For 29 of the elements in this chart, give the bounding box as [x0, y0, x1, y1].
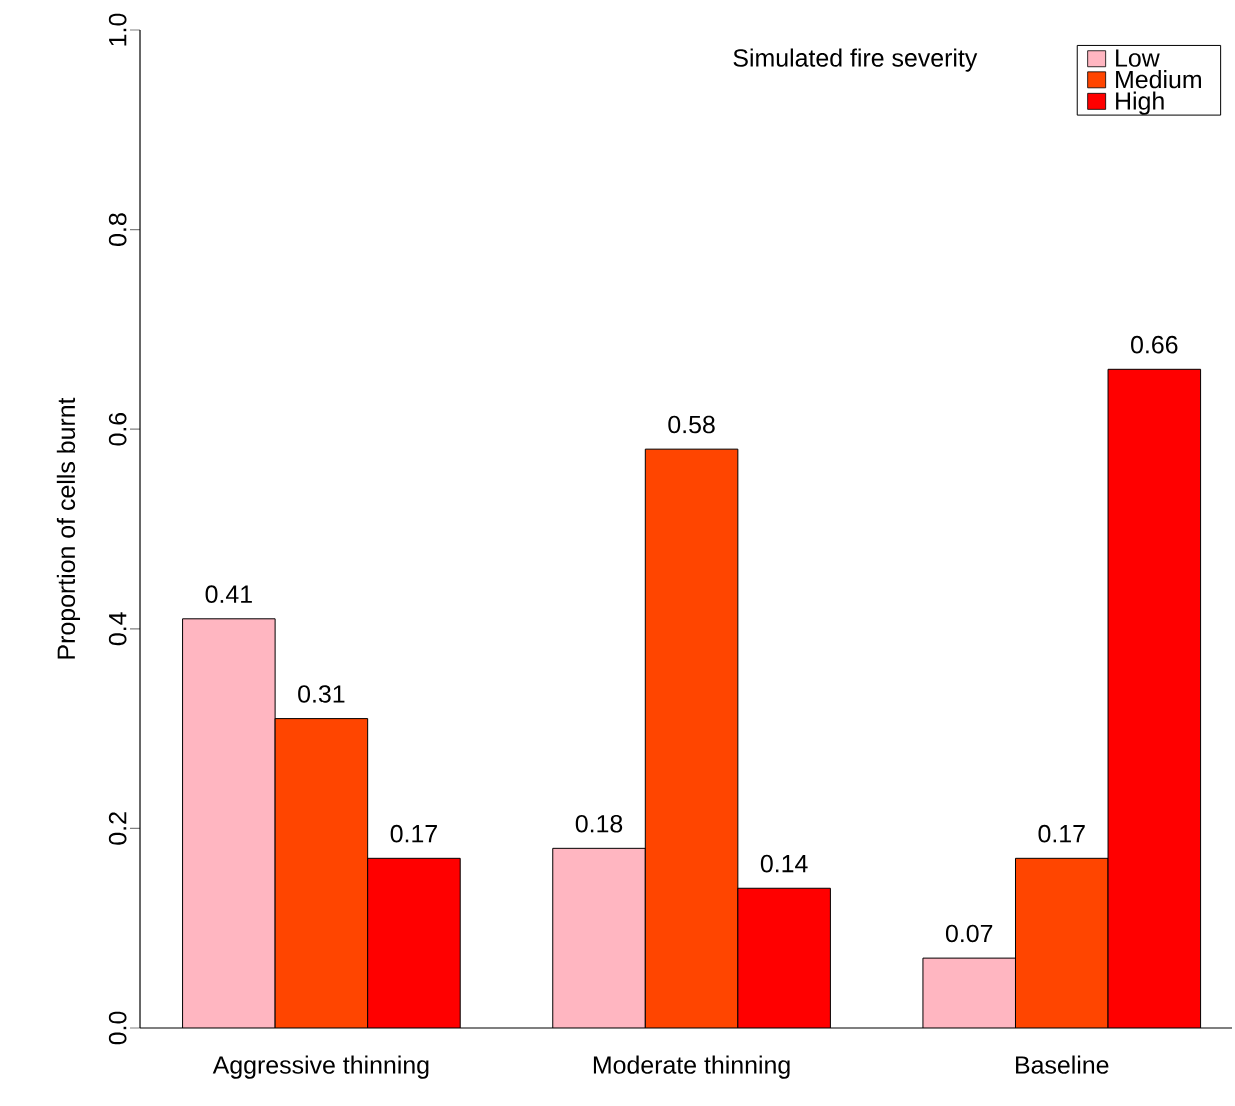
legend-label: Medium — [1116, 70, 1201, 89]
data-label: 0.31 — [298, 685, 345, 703]
data-label: 0.58 — [668, 415, 715, 434]
y-tick-label: 1.0 — [108, 13, 127, 46]
y-axis-title: Proportion of cells burnt — [56, 397, 81, 659]
x-tick-label: Aggressive thinning — [212, 1055, 429, 1079]
legend-label: Low — [1116, 49, 1160, 67]
y-tick-label: 0.4 — [108, 612, 127, 646]
data-label: 0.17 — [390, 824, 437, 843]
data-label: 0.07 — [945, 924, 993, 943]
y-tick-label: 0.2 — [108, 812, 127, 845]
x-tick-label: Moderate thinning — [593, 1055, 790, 1079]
data-label: 0.14 — [760, 854, 808, 873]
data-label: 0.66 — [1131, 335, 1178, 354]
bar — [367, 858, 461, 1028]
bar — [645, 449, 738, 1028]
bar — [1107, 368, 1202, 1028]
legend-title: Simulated fire severity — [733, 48, 978, 72]
bar — [1014, 857, 1109, 1028]
legend-label: High — [1116, 91, 1164, 115]
y-tick-label: 0.0 — [108, 1011, 127, 1045]
y-tick-label: 0.8 — [108, 213, 127, 246]
x-tick-label: Baseline — [1016, 1055, 1109, 1074]
bar — [275, 718, 368, 1028]
data-label: 0.41 — [205, 585, 252, 603]
bar — [737, 888, 831, 1028]
y-tick-label: 0.6 — [108, 412, 127, 446]
data-label: 0.18 — [575, 814, 623, 833]
data-label: 0.17 — [1038, 824, 1085, 843]
